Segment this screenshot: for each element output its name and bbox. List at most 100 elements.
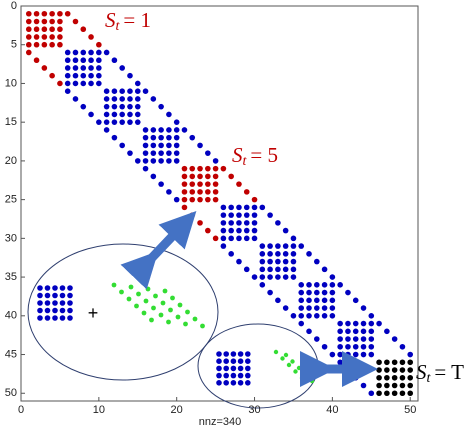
block-dot — [259, 274, 266, 280]
inset-dot — [145, 286, 151, 292]
block-dot — [197, 181, 203, 187]
block-dot — [290, 258, 297, 265]
block-dot — [142, 142, 149, 149]
offdiagonal-dot — [337, 282, 343, 288]
x-tick-label: 0 — [18, 404, 24, 416]
block-dot — [298, 313, 305, 319]
block-dot — [189, 196, 196, 203]
inset-dot — [166, 319, 171, 325]
block-dot — [399, 382, 406, 389]
block-dot — [57, 41, 63, 48]
inset-dot — [223, 372, 229, 379]
block-dot — [25, 41, 32, 48]
offdiagonal-dot — [220, 165, 227, 172]
block-dot — [259, 266, 266, 273]
offdiagonal-dot — [111, 134, 118, 141]
block-dot — [189, 165, 196, 172]
inset-dot — [230, 358, 237, 365]
block-dot — [49, 34, 55, 40]
block-dot — [127, 111, 133, 118]
inset-dot — [299, 375, 305, 381]
block-dot — [41, 10, 48, 17]
offdiagonal-dot — [275, 220, 281, 226]
y-tick-label: 40 — [5, 310, 17, 322]
block-dot — [181, 181, 188, 187]
block-dot — [189, 181, 196, 187]
block-dot — [142, 134, 149, 141]
block-dot — [321, 313, 328, 319]
offdiagonal-dot — [96, 41, 102, 48]
block-dot — [181, 189, 188, 195]
inset-dot — [273, 349, 279, 355]
block-dot — [391, 390, 398, 397]
block-dot — [220, 227, 227, 234]
block-dot — [243, 212, 250, 218]
inset-dot — [149, 317, 154, 323]
annotation-rhs: = 5 — [250, 143, 278, 167]
y-tick-label: 25 — [5, 194, 17, 206]
inset-dot — [245, 351, 251, 357]
block-dot — [134, 88, 141, 94]
block-dot — [368, 343, 375, 350]
offdiagonal-dot — [25, 49, 32, 56]
offdiagonal-dot — [290, 313, 297, 319]
inset-dot — [192, 316, 198, 322]
block-dot — [64, 49, 71, 56]
offdiagonal-dot — [298, 320, 305, 327]
block-dot — [25, 26, 32, 33]
offdiagonal-dot — [282, 227, 289, 234]
block-dot — [33, 10, 40, 17]
inset-dot — [230, 351, 237, 357]
block-dot — [399, 367, 406, 373]
offdiagonal-dot — [236, 258, 242, 265]
block-dot — [352, 320, 359, 327]
inset-dot — [237, 358, 244, 365]
block-dot — [368, 328, 375, 335]
offdiagonal-dot — [275, 297, 281, 304]
block-dot — [158, 150, 164, 156]
offdiagonal-dot — [142, 165, 149, 172]
block-dot — [158, 127, 164, 133]
block-dot — [376, 382, 382, 389]
y-tick-label: 50 — [5, 387, 17, 399]
arrow — [120, 210, 197, 290]
offdiagonal-dot — [150, 96, 157, 102]
block-dot — [298, 282, 305, 288]
block-dot — [181, 196, 188, 203]
inset-dot — [44, 300, 51, 306]
block-dot — [243, 220, 250, 226]
block-dot — [150, 134, 157, 141]
block-dot — [251, 227, 258, 234]
block-dot — [57, 10, 63, 17]
inset-dot — [216, 358, 222, 365]
offdiagonal-dot — [298, 243, 305, 249]
annotation-rhs: = 1 — [123, 8, 151, 32]
offdiagonal-dot — [119, 65, 125, 71]
block-dot — [345, 328, 351, 335]
block-dot — [103, 119, 110, 125]
offdiagonal-dot — [212, 235, 219, 242]
block-dot — [57, 34, 63, 40]
offdiagonal-dot — [80, 103, 87, 110]
block-dot — [251, 212, 258, 218]
offdiagonal-dot — [127, 150, 133, 156]
block-dot — [243, 204, 250, 211]
offdiagonal-dot — [267, 212, 273, 218]
inset-dot — [177, 302, 183, 308]
block-dot — [236, 212, 242, 218]
offdiagonal-dot — [189, 134, 196, 141]
inset-dot — [44, 292, 51, 299]
block-dot — [384, 359, 390, 366]
block-dot — [103, 103, 110, 110]
inset-dot — [175, 314, 181, 320]
block-dot — [72, 49, 79, 56]
block-dot — [205, 181, 211, 187]
inset-dot — [223, 380, 229, 386]
inset-dot — [37, 300, 43, 306]
offdiagonal-dot — [345, 289, 351, 296]
block-dot — [352, 336, 359, 342]
offdiagonal-dot — [134, 80, 141, 87]
block-dot — [173, 134, 180, 141]
block-dot — [228, 220, 234, 226]
